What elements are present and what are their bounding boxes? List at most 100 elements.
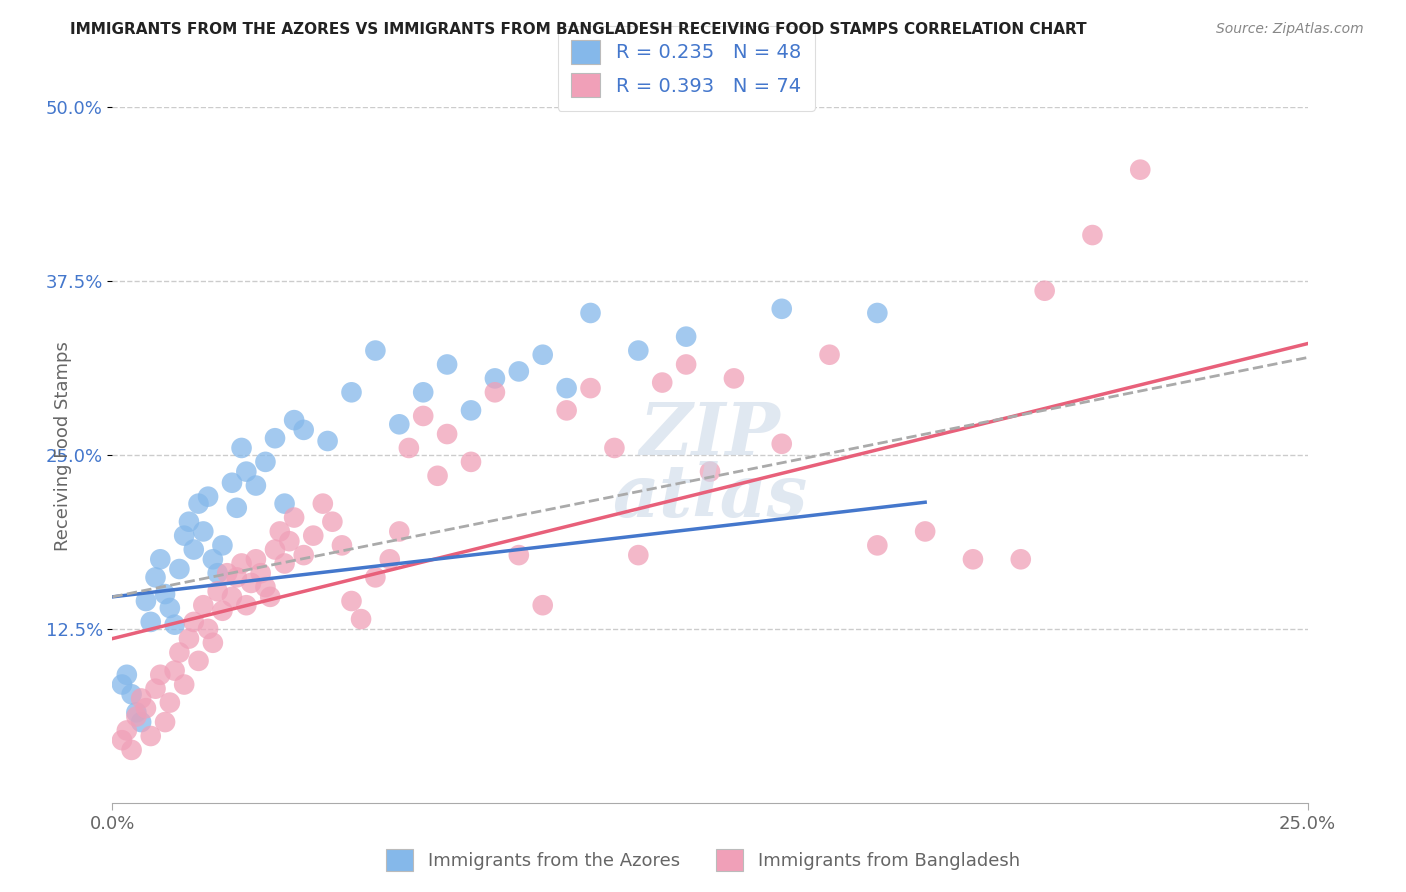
Point — [183, 542, 205, 557]
Point — [225, 570, 247, 584]
Point — [770, 437, 793, 451]
Point — [484, 385, 506, 400]
Point — [484, 371, 506, 385]
Point — [111, 677, 134, 691]
Point — [273, 497, 295, 511]
Point — [145, 681, 167, 696]
Point — [273, 557, 295, 571]
Point — [340, 594, 363, 608]
Point — [135, 594, 157, 608]
Point — [269, 524, 291, 539]
Point — [111, 733, 134, 747]
Point — [1129, 162, 1152, 177]
Point — [235, 598, 257, 612]
Point — [159, 696, 181, 710]
Point — [603, 441, 626, 455]
Point — [245, 552, 267, 566]
Point — [221, 475, 243, 490]
Legend: Immigrants from the Azores, Immigrants from Bangladesh: Immigrants from the Azores, Immigrants f… — [380, 842, 1026, 879]
Text: Source: ZipAtlas.com: Source: ZipAtlas.com — [1216, 22, 1364, 37]
Point — [115, 723, 138, 738]
Point — [240, 576, 263, 591]
Point — [579, 306, 602, 320]
Point — [312, 497, 335, 511]
Point — [139, 615, 162, 629]
Point — [153, 587, 176, 601]
Point — [388, 417, 411, 432]
Point — [398, 441, 420, 455]
Point — [259, 590, 281, 604]
Point — [364, 343, 387, 358]
Point — [177, 632, 200, 646]
Point — [627, 343, 650, 358]
Point — [302, 528, 325, 542]
Point — [221, 590, 243, 604]
Text: ZIP: ZIP — [640, 399, 780, 469]
Point — [1010, 552, 1032, 566]
Point — [211, 538, 233, 552]
Point — [125, 709, 148, 723]
Point — [531, 348, 554, 362]
Point — [177, 515, 200, 529]
Point — [163, 617, 186, 632]
Point — [169, 646, 191, 660]
Point — [914, 524, 936, 539]
Point — [723, 371, 745, 385]
Point — [579, 381, 602, 395]
Point — [292, 548, 315, 562]
Point — [225, 500, 247, 515]
Point — [531, 598, 554, 612]
Point — [1033, 284, 1056, 298]
Point — [153, 715, 176, 730]
Point — [145, 570, 167, 584]
Point — [555, 381, 578, 395]
Point — [207, 566, 229, 581]
Point — [173, 528, 195, 542]
Point — [460, 455, 482, 469]
Point — [651, 376, 673, 390]
Point — [278, 534, 301, 549]
Point — [183, 615, 205, 629]
Point — [412, 409, 434, 423]
Point — [283, 510, 305, 524]
Point — [388, 524, 411, 539]
Point — [187, 654, 209, 668]
Point — [283, 413, 305, 427]
Point — [436, 358, 458, 372]
Point — [149, 667, 172, 681]
Legend: R = 0.235   N = 48, R = 0.393   N = 74: R = 0.235 N = 48, R = 0.393 N = 74 — [558, 26, 814, 111]
Point — [201, 552, 224, 566]
Point — [207, 584, 229, 599]
Point — [245, 478, 267, 492]
Point — [770, 301, 793, 316]
Point — [254, 455, 277, 469]
Point — [962, 552, 984, 566]
Point — [115, 667, 138, 681]
Point — [675, 358, 697, 372]
Point — [292, 423, 315, 437]
Point — [125, 706, 148, 720]
Point — [866, 306, 889, 320]
Point — [321, 515, 343, 529]
Point — [187, 497, 209, 511]
Point — [330, 538, 353, 552]
Point — [264, 431, 287, 445]
Point — [460, 403, 482, 417]
Point — [249, 566, 271, 581]
Point — [627, 548, 650, 562]
Point — [129, 715, 152, 730]
Point — [426, 468, 449, 483]
Point — [555, 403, 578, 417]
Point — [412, 385, 434, 400]
Point — [121, 687, 143, 701]
Point — [378, 552, 401, 566]
Point — [159, 601, 181, 615]
Point — [149, 552, 172, 566]
Text: Receiving Food Stamps: Receiving Food Stamps — [55, 341, 72, 551]
Point — [254, 580, 277, 594]
Point — [173, 677, 195, 691]
Point — [699, 465, 721, 479]
Point — [264, 542, 287, 557]
Point — [340, 385, 363, 400]
Point — [129, 691, 152, 706]
